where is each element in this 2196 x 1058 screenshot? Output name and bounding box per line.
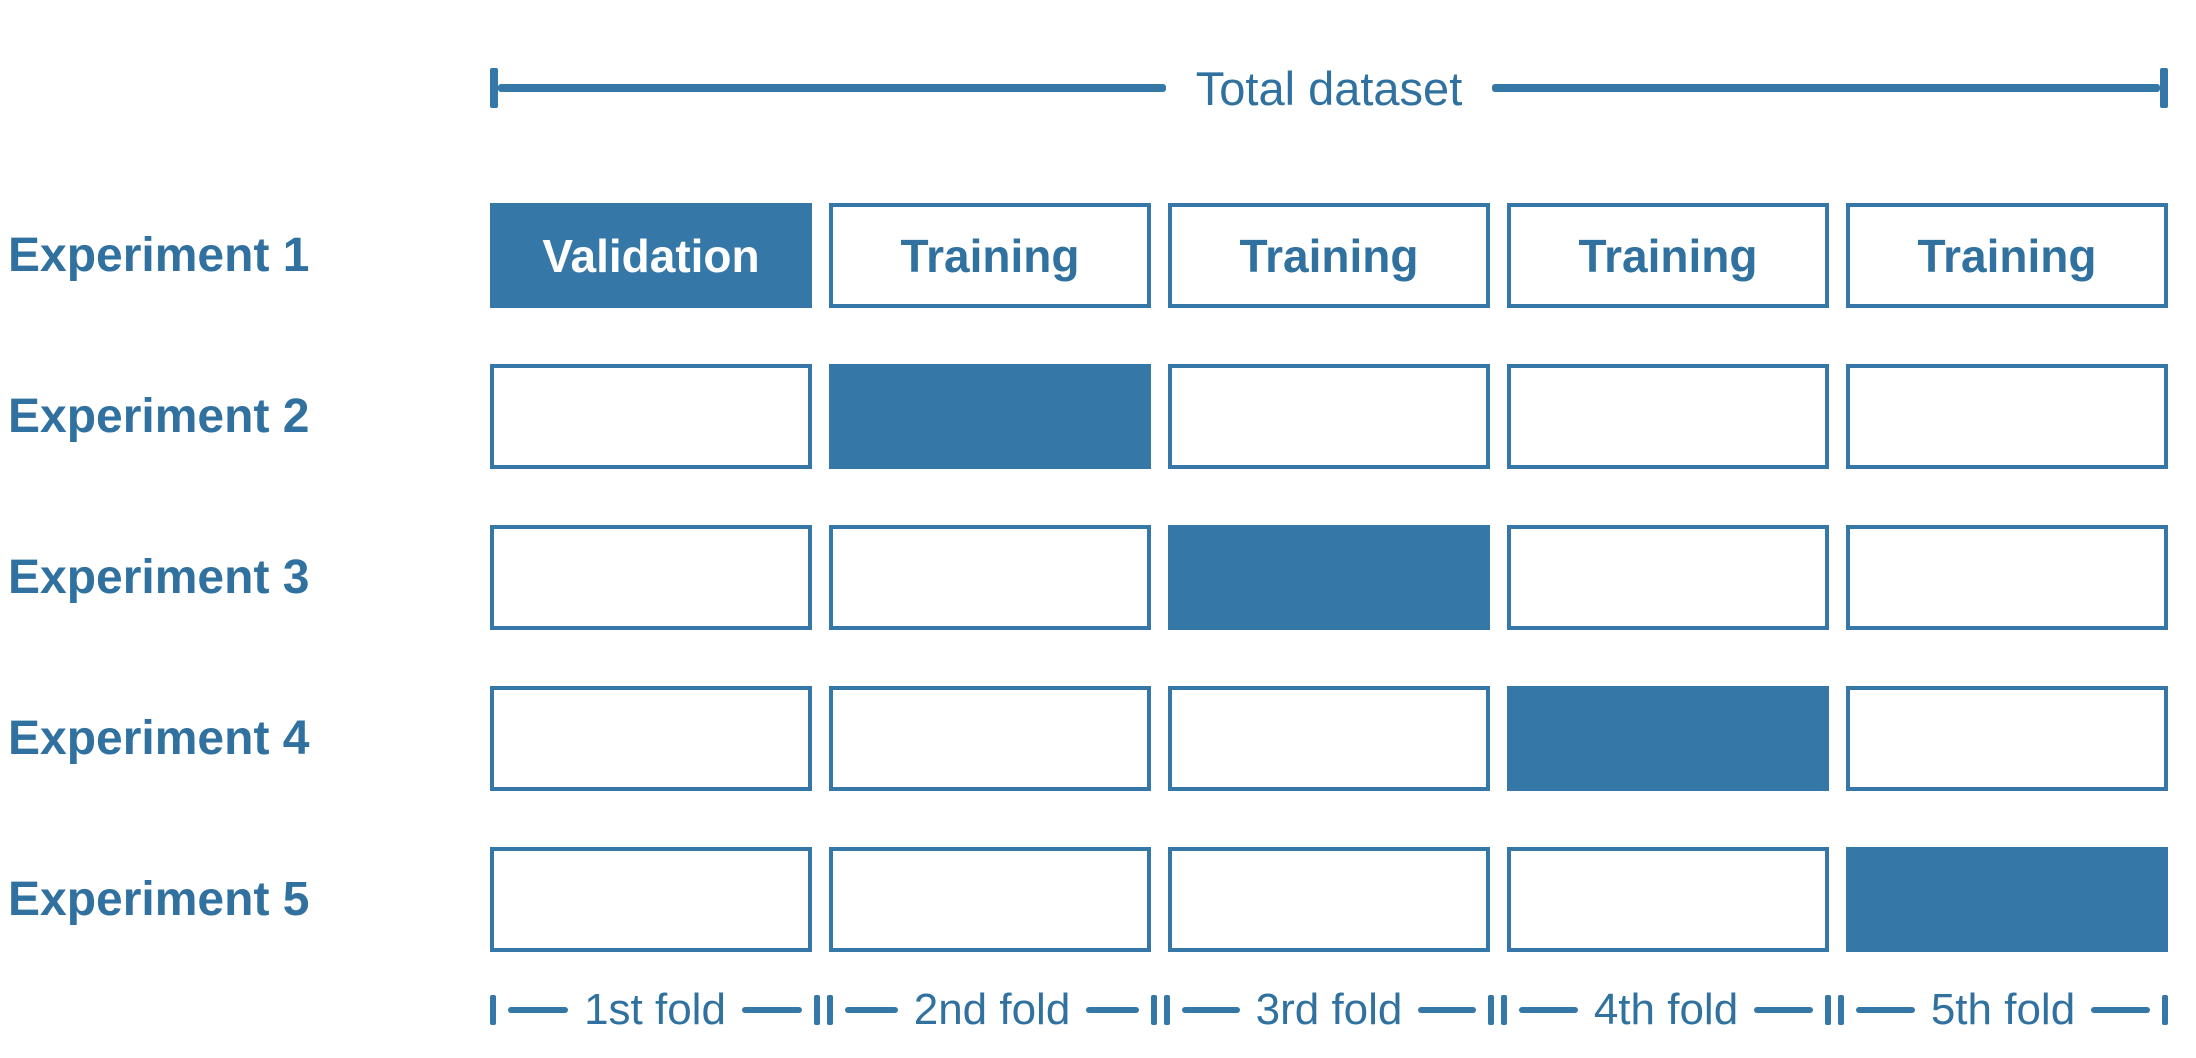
fold-cell xyxy=(1168,686,1490,791)
fold-cell xyxy=(1507,686,1829,791)
experiment-4-cells xyxy=(490,686,2168,791)
fold-cell: Training xyxy=(1507,203,1829,308)
bracket-left-line xyxy=(498,84,1166,92)
fold-cell xyxy=(1507,525,1829,630)
fold-cell xyxy=(490,686,812,791)
total-dataset-bracket: Total dataset xyxy=(490,62,2169,115)
fold-left-line xyxy=(1856,1007,1915,1013)
fold-right-line xyxy=(741,1007,802,1013)
fold-right-line xyxy=(1086,1007,1140,1013)
fold-ruler-4: 4th fold xyxy=(1501,982,1831,1038)
fold-3-label: 3rd fold xyxy=(1255,985,1403,1034)
experiment-4-label: Experiment 4 xyxy=(8,712,310,765)
fold-left-line xyxy=(508,1007,569,1013)
fold-4-label: 4th fold xyxy=(1593,985,1739,1034)
fold-left-line xyxy=(845,1007,898,1013)
fold-ruler-3: 3rd fold xyxy=(1164,982,1495,1038)
experiment-3-cells xyxy=(490,525,2168,630)
bracket-right-tick-icon xyxy=(2160,68,2169,108)
fold-right-tick-icon xyxy=(1488,995,1495,1025)
experiment-1-label: Experiment 1 xyxy=(8,229,310,282)
experiment-1-cells: Validation Training Training Training Tr… xyxy=(490,203,2168,308)
fold-1-label: 1st fold xyxy=(584,985,726,1034)
fold-left-line xyxy=(1519,1007,1578,1013)
experiment-2-label: Experiment 2 xyxy=(8,390,310,443)
fold-ruler-1: 1st fold xyxy=(490,982,820,1038)
fold-cell xyxy=(1168,525,1490,630)
fold-left-tick-icon xyxy=(1838,995,1844,1025)
fold-ruler-5: 5th fold xyxy=(1838,982,2168,1038)
fold-cell xyxy=(1846,525,2168,630)
fold-cell: Validation xyxy=(490,203,812,308)
fold-cell xyxy=(490,525,812,630)
fold-cell xyxy=(1507,847,1829,952)
fold-cell xyxy=(490,364,812,469)
bracket-right-line xyxy=(1492,84,2161,92)
fold-right-tick-icon xyxy=(1825,995,1831,1025)
experiment-row-2: Experiment 2 xyxy=(0,364,2168,469)
fold-left-line xyxy=(1182,1007,1240,1013)
fold-right-tick-icon xyxy=(814,995,820,1025)
experiment-row-3: Experiment 3 xyxy=(0,525,2168,630)
fold-left-tick-icon xyxy=(1501,995,1507,1025)
experiment-row-4: Experiment 4 xyxy=(0,686,2168,791)
experiment-5-cells xyxy=(490,847,2168,952)
fold-left-tick-icon xyxy=(827,995,833,1025)
experiment-3-label: Experiment 3 xyxy=(8,551,310,604)
fold-cell xyxy=(829,364,1151,469)
fold-cell xyxy=(490,847,812,952)
fold-cell: Training xyxy=(829,203,1151,308)
fold-cell: Training xyxy=(1168,203,1490,308)
fold-cell xyxy=(1168,364,1490,469)
fold-cell xyxy=(1846,686,2168,791)
fold-ruler-2: 2nd fold xyxy=(827,982,1158,1038)
total-dataset-label: Total dataset xyxy=(1195,61,1463,115)
experiment-5-label: Experiment 5 xyxy=(8,873,310,926)
fold-cell xyxy=(1168,847,1490,952)
fold-right-line xyxy=(2091,1007,2150,1013)
experiment-row-5: Experiment 5 xyxy=(0,847,2168,952)
fold-left-tick-icon xyxy=(1164,995,1170,1025)
fold-right-tick-icon xyxy=(1151,995,1158,1025)
fold-right-line xyxy=(1418,1007,1477,1013)
experiment-rows: Experiment 1 Validation Training Trainin… xyxy=(0,203,2168,952)
experiment-2-cells xyxy=(490,364,2168,469)
experiment-row-1: Experiment 1 Validation Training Trainin… xyxy=(0,203,2168,308)
fold-right-tick-icon xyxy=(2162,995,2168,1025)
fold-rulers: 1st fold 2nd fold 3rd fold 4th fold xyxy=(490,982,2168,1038)
fold-right-line xyxy=(1754,1007,1813,1013)
fold-5-label: 5th fold xyxy=(1930,985,2076,1034)
fold-cell xyxy=(829,686,1151,791)
fold-cell: Training xyxy=(1846,203,2168,308)
fold-2-label: 2nd fold xyxy=(913,985,1071,1034)
fold-left-tick-icon xyxy=(490,995,496,1025)
fold-cell xyxy=(1507,364,1829,469)
bracket-left-tick-icon xyxy=(490,68,498,108)
fold-cell xyxy=(1846,364,2168,469)
fold-cell xyxy=(829,847,1151,952)
fold-cell xyxy=(1846,847,2168,952)
fold-cell xyxy=(829,525,1151,630)
